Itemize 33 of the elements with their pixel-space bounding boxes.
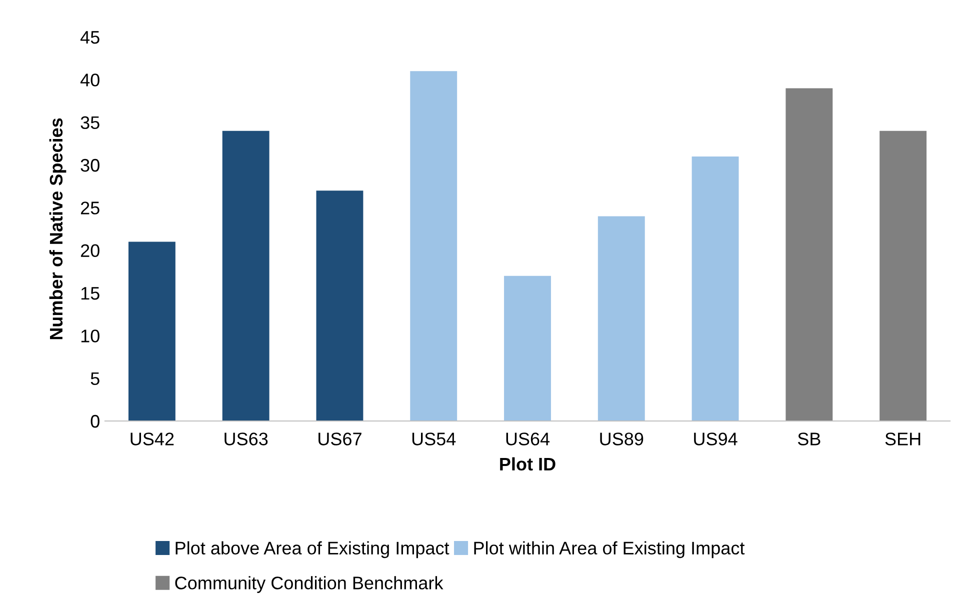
- bar: [786, 88, 833, 421]
- x-axis-title: Plot ID: [500, 457, 556, 471]
- y-tick-label: 25: [80, 202, 100, 214]
- bar: [504, 276, 551, 421]
- x-tick-label: SEH: [885, 432, 920, 446]
- y-tick-label: 20: [80, 244, 100, 258]
- bar: [692, 156, 739, 421]
- bar: [316, 190, 364, 421]
- x-tick-label: US63: [224, 432, 268, 446]
- x-tick-label: US64: [506, 432, 550, 446]
- x-tick-label: US42: [130, 432, 174, 446]
- bar: [410, 71, 458, 421]
- y-tick-label: 35: [80, 116, 100, 130]
- x-tick-label: US54: [412, 432, 456, 446]
- y-tick-label: 5: [90, 372, 100, 386]
- y-tick-label: 15: [81, 287, 100, 300]
- bar: [222, 130, 270, 421]
- y-tick-label: 30: [80, 158, 100, 172]
- x-tick-label: US89: [600, 432, 644, 446]
- bar: [880, 130, 927, 421]
- legend-label: Plot above Area of Existing Impact: [176, 541, 450, 558]
- legend-label: Plot within Area of Existing Impact: [474, 541, 745, 558]
- x-tick-label: US94: [694, 432, 738, 446]
- y-tick-label: 40: [80, 74, 100, 86]
- bar: [598, 216, 645, 421]
- y-tick-label: 0: [90, 414, 100, 428]
- x-tick-label: SB: [798, 432, 820, 446]
- legend-label: Community Condition Benchmark: [175, 576, 444, 593]
- y-tick-label: 45: [80, 31, 100, 44]
- bar: [128, 242, 176, 421]
- y-tick-label: 10: [81, 330, 100, 342]
- x-tick-label: US67: [318, 432, 362, 446]
- y-axis-title: Number of Native Species: [49, 118, 66, 340]
